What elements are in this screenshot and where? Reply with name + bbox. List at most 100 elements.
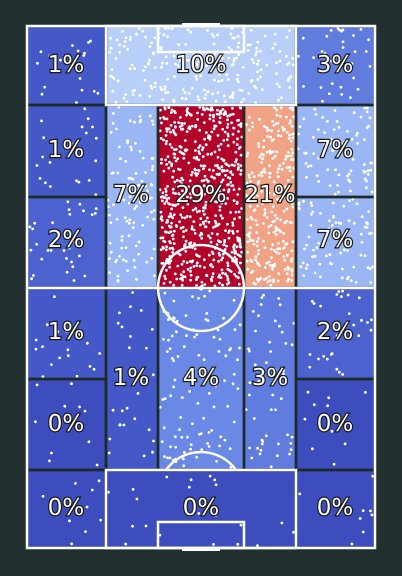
event-dot xyxy=(180,262,184,266)
event-dot xyxy=(238,346,241,350)
event-dot xyxy=(283,258,287,262)
event-dot xyxy=(168,280,172,284)
event-dot xyxy=(129,335,132,338)
event-dot xyxy=(327,227,331,231)
event-dot xyxy=(341,267,344,271)
event-dot xyxy=(189,273,193,277)
event-dot xyxy=(244,183,248,187)
event-dot xyxy=(260,161,264,164)
event-dot xyxy=(132,221,136,225)
event-dot xyxy=(169,212,172,216)
event-dot xyxy=(220,268,224,272)
event-dot xyxy=(218,273,222,277)
event-dot xyxy=(246,198,249,202)
event-dot xyxy=(211,169,215,172)
event-dot xyxy=(159,210,163,214)
event-dot xyxy=(152,217,156,221)
event-dot xyxy=(213,219,217,223)
event-dot xyxy=(189,443,193,446)
event-dot xyxy=(221,216,224,220)
event-dot xyxy=(238,145,242,149)
event-dot xyxy=(184,375,187,379)
event-dot xyxy=(250,58,254,62)
event-dot xyxy=(70,142,74,146)
event-dot xyxy=(274,408,277,412)
event-dot xyxy=(175,319,179,323)
event-dot xyxy=(186,111,189,114)
event-dot xyxy=(183,190,187,194)
event-dot xyxy=(277,272,281,276)
event-dot xyxy=(282,369,285,373)
event-dot xyxy=(277,228,281,232)
event-dot xyxy=(53,295,56,299)
event-dot xyxy=(350,62,354,66)
event-dot xyxy=(116,279,120,283)
event-dot xyxy=(180,182,184,186)
event-dot xyxy=(109,74,112,78)
event-dot xyxy=(254,282,257,286)
zone-bottom-right xyxy=(296,470,375,548)
event-dot xyxy=(114,100,118,104)
event-dot xyxy=(158,129,162,133)
event-dot xyxy=(291,63,295,67)
event-dot xyxy=(182,156,186,160)
event-dot xyxy=(259,68,263,72)
event-dot xyxy=(206,319,210,322)
event-dot xyxy=(268,264,272,267)
event-dot xyxy=(230,163,234,167)
event-dot xyxy=(225,138,229,142)
event-dot xyxy=(290,202,294,205)
event-dot xyxy=(227,56,231,60)
event-dot xyxy=(144,171,148,174)
event-dot xyxy=(317,241,320,245)
event-dot xyxy=(339,85,343,89)
event-dot xyxy=(214,384,218,388)
event-dot xyxy=(209,263,213,266)
event-dot xyxy=(257,180,261,183)
event-dot xyxy=(273,154,277,158)
event-dot xyxy=(268,275,271,278)
event-dot xyxy=(179,416,183,419)
event-dot xyxy=(211,186,215,190)
event-dot xyxy=(269,223,273,227)
event-dot xyxy=(327,396,331,400)
event-dot xyxy=(206,152,210,156)
event-dot xyxy=(107,490,110,494)
event-dot xyxy=(255,50,259,54)
event-dot xyxy=(165,117,169,121)
event-dot xyxy=(288,452,291,456)
event-dot xyxy=(249,180,252,183)
event-dot xyxy=(191,295,194,298)
event-dot xyxy=(214,221,218,225)
event-dot xyxy=(160,158,164,161)
event-dot xyxy=(175,225,179,228)
event-dot xyxy=(347,172,351,176)
event-dot xyxy=(368,65,372,68)
event-dot xyxy=(131,93,135,96)
zone-label-bottom-center: 0% xyxy=(183,495,220,521)
event-dot xyxy=(203,294,207,298)
event-dot xyxy=(212,405,216,409)
event-dot xyxy=(248,226,252,230)
event-dot xyxy=(197,150,201,153)
event-dot xyxy=(250,456,254,460)
event-dot xyxy=(205,216,209,220)
event-dot xyxy=(221,252,225,256)
event-dot xyxy=(172,283,176,287)
event-dot xyxy=(221,283,224,287)
event-dot xyxy=(286,268,290,271)
event-dot xyxy=(78,333,82,336)
event-dot xyxy=(231,112,235,116)
event-dot xyxy=(195,261,199,265)
event-dot xyxy=(167,26,171,30)
event-dot xyxy=(187,92,191,95)
event-dot xyxy=(150,168,154,172)
zone-label-band2-left: 1% xyxy=(48,137,85,163)
event-dot xyxy=(229,180,233,184)
event-dot xyxy=(275,454,279,458)
event-dot xyxy=(132,258,136,262)
event-dot xyxy=(133,266,137,269)
event-dot xyxy=(176,202,180,206)
event-dot xyxy=(346,293,350,297)
event-dot xyxy=(170,221,174,225)
